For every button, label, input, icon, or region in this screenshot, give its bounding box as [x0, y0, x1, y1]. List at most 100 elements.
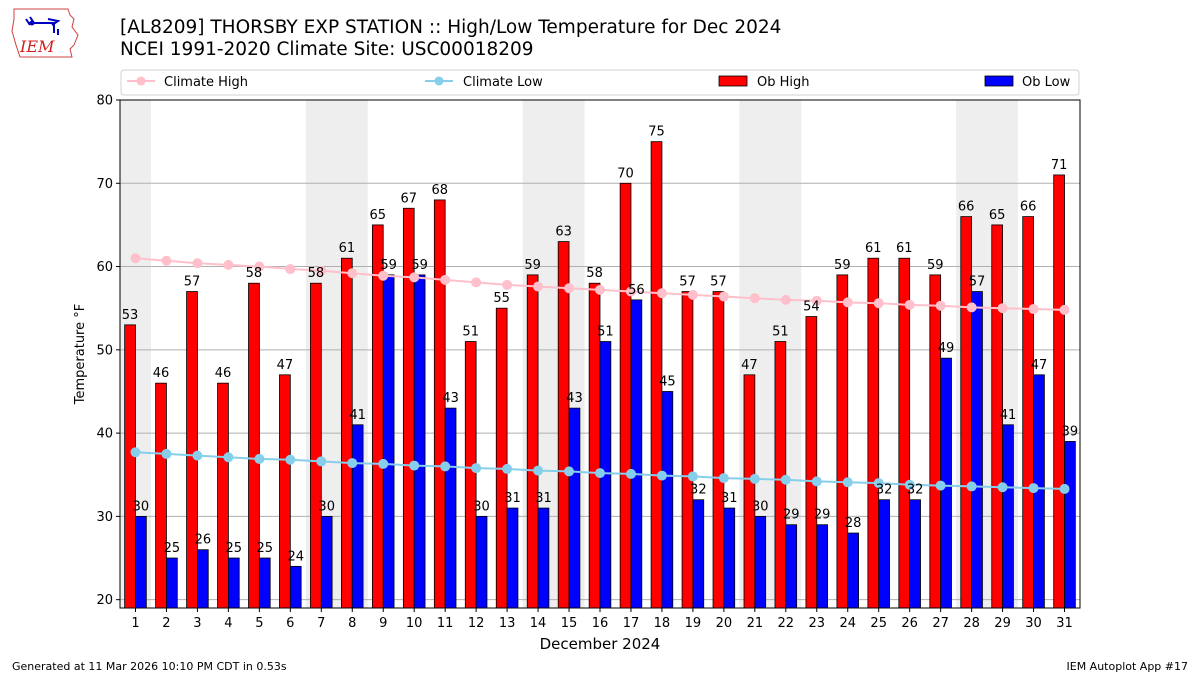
- ob-high-bar: [867, 257, 880, 609]
- ob-low-bar: [135, 515, 147, 609]
- climate-low-point: [564, 466, 575, 477]
- legend-climate-high-marker-icon: [136, 76, 146, 86]
- ob-low-bar: [506, 507, 519, 609]
- ob-low-label: 29: [783, 508, 800, 523]
- legend-frame: [120, 69, 1080, 96]
- climate-low-point: [595, 468, 605, 479]
- ob-low-bar: [320, 515, 333, 609]
- ob-high-bar: [495, 307, 508, 609]
- x-tick-label: 27: [932, 616, 949, 631]
- legend-ob-low-swatch-icon: [984, 75, 1014, 87]
- ob-high-bar: [310, 282, 322, 609]
- climate-high-point: [595, 284, 605, 295]
- climate-low-point: [625, 468, 636, 479]
- climate-low-point: [130, 447, 141, 458]
- ob-high-label: 51: [462, 325, 479, 340]
- ob-low-bar: [1002, 424, 1014, 609]
- x-tick-label: 19: [685, 616, 702, 631]
- generated-timestamp: Generated at 11 Mar 2026 10:10 PM CDT in…: [12, 660, 287, 673]
- ob-high-bar: [929, 274, 942, 609]
- ob-low-label: 32: [690, 483, 707, 498]
- ob-high-label: 68: [431, 183, 448, 198]
- ob-high-label: 66: [958, 200, 975, 215]
- climate-high-point: [873, 298, 884, 309]
- ob-high-bar: [526, 274, 539, 609]
- ob-low-bar: [537, 507, 550, 609]
- x-tick-label: 13: [499, 616, 516, 631]
- ob-low-bar: [630, 299, 643, 609]
- app-credit: IEM Autoplot App #17: [1066, 660, 1189, 673]
- legend-ob-high-label: Ob High: [757, 75, 810, 90]
- x-tick-label: 20: [716, 616, 733, 631]
- legend-item-ob-low: Ob Low: [984, 75, 1071, 90]
- climate-low-point: [533, 465, 544, 476]
- climate-low-point: [502, 463, 513, 474]
- ob-high-label: 59: [834, 258, 851, 273]
- climate-high-point: [811, 295, 822, 306]
- ob-low-label: 47: [1031, 358, 1048, 373]
- ob-low-label: 30: [133, 499, 150, 514]
- ob-high-label: 57: [679, 275, 696, 290]
- bar-labels: 53 46 57 46 58 47 58 61 65 67 68 51 55 59 63 58 70 75 57 57…: [122, 125, 1078, 565]
- ob-high-bar: [1053, 174, 1065, 609]
- climate-high-point: [656, 288, 667, 299]
- legend-climate-low-marker-icon: [434, 76, 444, 86]
- climate-high-point: [687, 289, 698, 300]
- climate-low-point: [904, 479, 915, 490]
- ob-high-bar: [805, 316, 818, 609]
- climate-low-point: [873, 478, 884, 489]
- climate-high-point: [718, 291, 729, 302]
- climate-low-point: [842, 477, 853, 488]
- x-tick-label: 4: [224, 616, 232, 631]
- ob-high-bar: [186, 291, 198, 609]
- climate-high-point: [780, 294, 791, 305]
- ob-high-label: 46: [153, 366, 170, 381]
- ob-low-label: 30: [752, 499, 769, 514]
- climate-low-point: [161, 448, 172, 459]
- legend-ob-low-label: Ob Low: [1022, 75, 1071, 90]
- chart-title: [AL8209] THORSBY EXP STATION :: High/Low…: [120, 17, 782, 38]
- ob-high-bar: [557, 241, 570, 609]
- x-tick-label: 8: [348, 616, 356, 631]
- y-tick-label: 60: [96, 260, 113, 275]
- climate-high-point: [347, 268, 358, 279]
- climate-low-point: [966, 481, 977, 492]
- ob-low-label: 49: [938, 341, 955, 356]
- ob-high-label: 63: [555, 225, 572, 240]
- climate-high-point: [409, 272, 420, 283]
- ob-high-label: 61: [865, 241, 882, 256]
- climate-low-point: [1028, 483, 1039, 494]
- ob-high-label: 61: [339, 241, 356, 256]
- climate-high-point: [161, 255, 172, 266]
- x-tick-label: 29: [994, 616, 1011, 631]
- legend-climate-low-label: Climate Low: [463, 75, 543, 90]
- x-tick-label: 15: [561, 616, 578, 631]
- climate-high-point: [254, 261, 265, 272]
- climate-high-point: [1028, 304, 1039, 315]
- x-tick-label: 24: [839, 616, 856, 631]
- y-tick-label: 20: [96, 593, 113, 608]
- climate-low-point: [285, 454, 296, 465]
- ob-low-bar: [816, 524, 829, 609]
- climate-low-point: [811, 476, 822, 487]
- x-tick-label: 1: [131, 616, 139, 631]
- ob-low-label: 51: [597, 325, 614, 340]
- climate-low-point: [378, 458, 389, 469]
- ob-high-bar: [341, 257, 353, 609]
- climate-low-point: [471, 463, 482, 474]
- iem-logo: IEM: [11, 8, 79, 58]
- x-tick-label: 22: [778, 616, 795, 631]
- ob-high-bar: [371, 224, 384, 609]
- climate-low-point: [440, 461, 451, 472]
- ob-high-bar: [743, 374, 756, 609]
- x-tick-label: 10: [406, 616, 423, 631]
- ob-high-label: 70: [617, 166, 634, 181]
- ob-high-bar: [155, 382, 167, 609]
- ob-low-bar: [166, 557, 178, 609]
- climate-high-point: [223, 259, 234, 270]
- legend-climate-high-label: Climate High: [164, 75, 248, 90]
- ob-low-label: 45: [659, 374, 676, 389]
- ob-high-label: 51: [772, 325, 789, 340]
- ob-low-label: 59: [380, 258, 397, 273]
